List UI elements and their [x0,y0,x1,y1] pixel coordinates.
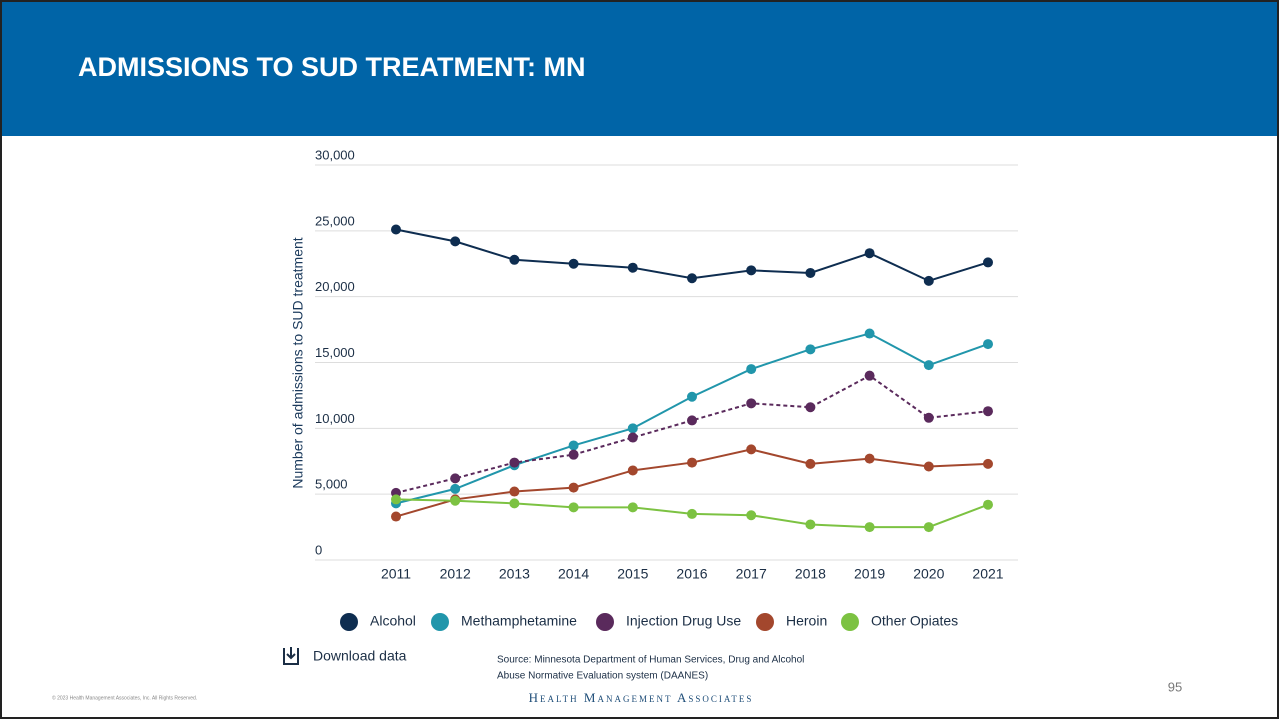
data-point [509,498,520,509]
data-point [627,502,638,513]
page-number: 95 [1168,679,1182,694]
y-tick-label: 25,000 [315,213,355,228]
data-point [864,522,875,533]
data-point [923,360,934,371]
data-point [923,461,934,472]
data-point [687,457,697,468]
data-point [509,457,520,468]
data-point [687,415,697,426]
y-tick-label: 15,000 [315,345,355,360]
data-point [391,224,401,235]
copyright: © 2023 Health Management Associates, Inc… [52,694,197,701]
data-point [983,458,993,469]
legend-label: Other Opiates [871,613,958,629]
data-point [983,406,993,417]
data-point [450,495,461,506]
data-point [509,486,520,497]
data-point [627,465,638,476]
source-line: Abuse Normative Evaluation system (DAANE… [497,671,708,682]
legend-swatch [431,613,449,631]
data-point [568,258,579,269]
data-point [391,511,401,522]
data-point [627,262,638,273]
data-point [568,449,579,460]
y-tick-label: 5,000 [315,477,348,492]
data-point [983,499,993,510]
data-point [805,519,816,530]
data-point [746,510,757,521]
legend-label: Methamphetamine [461,613,577,629]
data-point [450,473,461,484]
data-point [450,483,461,494]
data-point [568,440,579,451]
data-point [627,432,638,443]
x-tick-label: 2018 [795,566,826,582]
x-tick-label: 2019 [854,566,885,582]
x-tick-label: 2013 [499,566,530,582]
series-line [395,374,989,494]
data-point [864,453,875,464]
data-point [923,412,934,423]
header-bar [2,2,1277,136]
x-tick-label: 2012 [440,566,471,582]
legend-label: Injection Drug Use [626,613,741,629]
legend-label: Heroin [786,613,827,629]
y-tick-label: 0 [315,542,322,557]
data-point [509,254,520,265]
data-point [864,370,875,381]
chart-frame [244,136,1052,137]
data-point [746,364,757,375]
data-point [923,522,934,533]
x-tick-label: 2016 [676,566,707,582]
x-tick-label: 2020 [913,566,944,582]
data-point [746,265,757,276]
legend-swatch [841,613,859,631]
download-icon [283,647,299,665]
data-point [391,494,401,505]
x-tick-label: 2021 [972,566,1003,582]
x-tick-label: 2017 [736,566,767,582]
data-point [805,458,816,469]
legend-label: Alcohol [370,613,416,629]
slide-title: ADMISSIONS TO SUD TREATMENT: MN [78,52,586,82]
data-point [746,398,757,409]
data-point [864,248,875,259]
data-point [805,402,816,413]
source-line: Source: Minnesota Department of Human Se… [497,655,804,666]
x-tick-label: 2011 [381,566,411,582]
legend-swatch [340,613,358,631]
x-tick-label: 2014 [558,566,589,582]
data-point [450,236,461,247]
download-link[interactable]: Download data [313,648,407,664]
legend-swatch [756,613,774,631]
data-point [746,444,757,455]
data-point [923,275,934,286]
data-point [687,273,697,284]
y-axis-label: Number of admissions to SUD treatment [290,237,306,488]
data-point [805,267,816,278]
y-tick-label: 10,000 [315,411,355,426]
data-point [627,423,638,434]
data-point [687,508,697,519]
data-point [568,502,579,513]
y-tick-label: 30,000 [315,147,355,162]
data-point [805,344,816,355]
data-point [864,328,875,339]
logo: Health Management Associates [529,690,754,705]
data-point [983,339,993,350]
y-tick-label: 20,000 [315,279,355,294]
legend-swatch [596,613,614,631]
data-point [568,482,579,493]
x-tick-label: 2015 [617,566,648,582]
data-point [983,257,993,268]
data-point [687,391,697,402]
